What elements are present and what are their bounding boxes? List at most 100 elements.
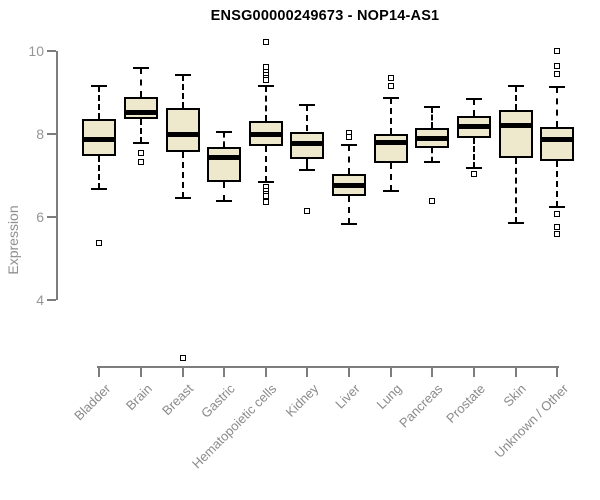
x-category-label: Prostate xyxy=(442,381,488,426)
whisker-cap-upper xyxy=(341,144,358,147)
outlier-point xyxy=(554,70,561,77)
outlier-point xyxy=(554,48,561,54)
y-axis-tick xyxy=(47,299,56,301)
x-axis-tick xyxy=(264,366,267,377)
x-axis-tick xyxy=(514,366,517,377)
whisker-cap-upper xyxy=(174,74,191,77)
whisker-upper xyxy=(139,67,142,98)
median-line xyxy=(209,154,240,160)
x-category-label: Breast xyxy=(159,381,197,419)
whisker-cap-lower xyxy=(299,169,316,172)
whisker-upper xyxy=(473,99,476,116)
median-line xyxy=(250,131,281,137)
whisker-cap-lower xyxy=(216,200,233,203)
outlier-point xyxy=(179,354,186,361)
whisker-cap-lower xyxy=(549,206,566,209)
whisker-lower xyxy=(264,146,267,182)
x-category-label: Skin xyxy=(500,381,530,410)
y-tick-label: 10 xyxy=(28,43,44,59)
whisker-lower xyxy=(514,158,517,223)
whisker-cap-lower xyxy=(382,189,399,192)
outlier-point xyxy=(96,239,103,246)
whisker-upper xyxy=(556,87,559,127)
whisker-cap-upper xyxy=(91,84,108,87)
outlier-point xyxy=(429,198,436,205)
x-axis-tick xyxy=(348,366,351,377)
whisker-cap-lower xyxy=(466,166,483,169)
y-axis-tick xyxy=(47,50,56,52)
x-axis-line xyxy=(97,366,560,368)
outlier-point xyxy=(471,170,478,177)
x-category-label: Lung xyxy=(373,381,405,413)
whisker-lower xyxy=(389,163,392,191)
y-axis-line xyxy=(55,51,58,300)
median-line xyxy=(334,182,365,188)
box xyxy=(498,109,533,159)
outlier-point xyxy=(554,223,561,230)
box xyxy=(165,108,200,152)
median-line xyxy=(459,124,490,130)
y-axis-tick xyxy=(47,216,56,218)
whisker-lower xyxy=(139,119,142,144)
whisker-lower xyxy=(223,181,226,202)
whisker-cap-lower xyxy=(257,180,274,183)
box xyxy=(123,97,158,120)
x-axis-tick xyxy=(98,366,101,377)
outlier-point xyxy=(387,82,394,89)
whisker-cap-upper xyxy=(216,131,233,134)
whisker-cap-lower xyxy=(91,188,108,191)
outlier-point xyxy=(304,208,311,215)
x-category-label: Liver xyxy=(332,381,363,412)
y-tick-label: 4 xyxy=(36,292,44,308)
whisker-lower xyxy=(473,137,476,168)
outlier-point xyxy=(554,62,561,69)
median-line xyxy=(84,137,115,143)
median-line xyxy=(375,140,406,146)
x-category-label: Kidney xyxy=(282,381,322,420)
outlier-point xyxy=(346,133,353,140)
whisker-lower xyxy=(431,147,434,162)
outlier-point xyxy=(554,211,561,218)
outlier-point xyxy=(137,158,144,165)
whisker-cap-upper xyxy=(382,97,399,100)
outlier-point xyxy=(387,74,394,81)
x-axis-tick xyxy=(223,366,226,377)
box xyxy=(540,126,575,161)
whisker-cap-upper xyxy=(424,105,441,108)
x-axis-tick xyxy=(556,366,559,377)
outlier-point xyxy=(262,38,269,45)
x-axis-tick xyxy=(389,366,392,377)
whisker-cap-upper xyxy=(132,66,149,69)
whisker-upper xyxy=(348,145,351,174)
whisker-cap-upper xyxy=(257,84,274,87)
whisker-cap-upper xyxy=(299,103,316,106)
y-tick-label: 8 xyxy=(36,126,44,142)
x-axis-tick xyxy=(306,366,309,377)
whisker-cap-upper xyxy=(549,86,566,89)
whisker-upper xyxy=(98,85,101,120)
x-category-label: Brain xyxy=(122,381,155,414)
chart-title: ENSG00000249673 - NOP14-AS1 xyxy=(210,8,440,24)
outlier-point xyxy=(554,231,561,238)
median-line xyxy=(167,131,198,137)
whisker-lower xyxy=(98,155,101,190)
median-line xyxy=(542,137,573,143)
whisker-upper xyxy=(431,106,434,129)
whisker-upper xyxy=(181,75,184,109)
x-category-label: Gastric xyxy=(198,381,238,421)
whisker-upper xyxy=(306,104,309,132)
whisker-lower xyxy=(348,195,351,225)
whisker-lower xyxy=(306,159,309,171)
whisker-cap-upper xyxy=(507,84,524,87)
median-line xyxy=(417,135,448,141)
whisker-upper xyxy=(514,85,517,110)
whisker-cap-lower xyxy=(507,221,524,224)
outlier-point xyxy=(137,149,144,156)
whisker-upper xyxy=(223,132,226,147)
median-line xyxy=(125,109,156,115)
whisker-upper xyxy=(264,85,267,122)
x-axis-tick xyxy=(473,366,476,377)
whisker-cap-upper xyxy=(466,98,483,101)
x-category-label: Bladder xyxy=(70,381,113,424)
